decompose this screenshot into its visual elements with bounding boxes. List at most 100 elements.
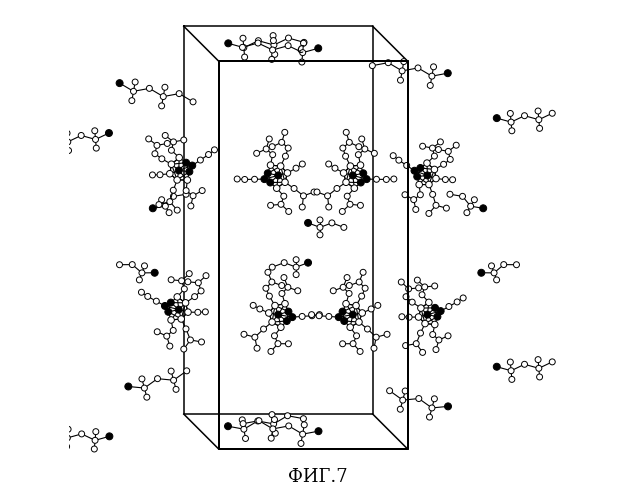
Circle shape bbox=[65, 426, 71, 432]
Circle shape bbox=[494, 114, 501, 121]
Circle shape bbox=[269, 264, 275, 270]
Circle shape bbox=[195, 310, 201, 316]
Circle shape bbox=[170, 139, 176, 145]
Circle shape bbox=[301, 40, 307, 46]
Circle shape bbox=[286, 423, 292, 429]
Circle shape bbox=[350, 340, 356, 346]
Circle shape bbox=[188, 203, 194, 209]
Circle shape bbox=[340, 170, 347, 176]
Circle shape bbox=[64, 444, 69, 450]
Circle shape bbox=[198, 339, 205, 345]
Circle shape bbox=[179, 278, 184, 284]
Circle shape bbox=[406, 286, 411, 292]
Circle shape bbox=[173, 386, 179, 392]
Circle shape bbox=[205, 152, 212, 158]
Circle shape bbox=[166, 210, 172, 216]
Circle shape bbox=[330, 288, 336, 294]
Circle shape bbox=[413, 340, 419, 346]
Circle shape bbox=[284, 412, 291, 418]
Circle shape bbox=[285, 42, 291, 48]
Circle shape bbox=[411, 167, 418, 174]
Circle shape bbox=[360, 270, 366, 276]
Circle shape bbox=[188, 337, 193, 343]
Circle shape bbox=[268, 202, 273, 208]
Circle shape bbox=[508, 110, 513, 116]
Circle shape bbox=[509, 128, 515, 134]
Circle shape bbox=[450, 176, 455, 182]
Circle shape bbox=[293, 272, 299, 278]
Circle shape bbox=[176, 167, 183, 174]
Circle shape bbox=[422, 284, 427, 290]
Circle shape bbox=[293, 165, 299, 171]
Circle shape bbox=[256, 38, 261, 44]
Circle shape bbox=[508, 368, 514, 374]
Circle shape bbox=[291, 186, 297, 192]
Circle shape bbox=[329, 220, 335, 226]
Circle shape bbox=[139, 290, 144, 295]
Circle shape bbox=[190, 192, 196, 198]
Circle shape bbox=[359, 310, 366, 316]
Circle shape bbox=[460, 295, 466, 301]
Circle shape bbox=[415, 277, 420, 283]
Circle shape bbox=[387, 388, 392, 394]
Circle shape bbox=[183, 326, 189, 332]
Circle shape bbox=[136, 277, 142, 283]
Circle shape bbox=[425, 181, 432, 188]
Circle shape bbox=[411, 196, 417, 202]
Circle shape bbox=[170, 194, 176, 200]
Circle shape bbox=[275, 340, 281, 346]
Circle shape bbox=[357, 348, 363, 354]
Circle shape bbox=[183, 188, 189, 194]
Circle shape bbox=[491, 270, 497, 276]
Circle shape bbox=[281, 274, 287, 280]
Circle shape bbox=[399, 314, 405, 320]
Circle shape bbox=[537, 126, 543, 132]
Circle shape bbox=[265, 170, 271, 177]
Circle shape bbox=[164, 333, 170, 339]
Circle shape bbox=[401, 58, 407, 64]
Circle shape bbox=[460, 194, 466, 200]
Circle shape bbox=[106, 130, 113, 136]
Circle shape bbox=[269, 56, 275, 62]
Circle shape bbox=[347, 202, 353, 207]
Circle shape bbox=[149, 172, 155, 178]
Circle shape bbox=[285, 145, 291, 151]
Circle shape bbox=[373, 334, 379, 340]
Circle shape bbox=[240, 44, 245, 51]
Circle shape bbox=[181, 137, 187, 143]
Circle shape bbox=[343, 179, 349, 186]
Circle shape bbox=[189, 162, 196, 169]
Circle shape bbox=[305, 220, 312, 226]
Circle shape bbox=[447, 192, 453, 197]
Circle shape bbox=[346, 290, 352, 296]
Circle shape bbox=[431, 166, 438, 172]
Circle shape bbox=[362, 286, 368, 291]
Circle shape bbox=[398, 77, 403, 83]
Circle shape bbox=[309, 313, 315, 318]
Circle shape bbox=[241, 426, 247, 432]
Circle shape bbox=[409, 299, 415, 305]
Circle shape bbox=[281, 260, 287, 266]
Circle shape bbox=[239, 417, 245, 423]
Circle shape bbox=[164, 140, 170, 146]
Circle shape bbox=[343, 153, 349, 159]
Circle shape bbox=[146, 86, 153, 91]
Circle shape bbox=[430, 332, 436, 338]
Circle shape bbox=[429, 73, 435, 79]
Circle shape bbox=[357, 162, 364, 168]
Circle shape bbox=[146, 136, 151, 142]
Circle shape bbox=[416, 396, 422, 402]
Circle shape bbox=[272, 52, 278, 58]
Circle shape bbox=[364, 326, 370, 332]
Circle shape bbox=[347, 324, 354, 330]
Circle shape bbox=[145, 294, 151, 300]
Circle shape bbox=[416, 285, 422, 291]
Circle shape bbox=[191, 294, 198, 300]
Circle shape bbox=[399, 68, 405, 74]
Circle shape bbox=[240, 36, 246, 41]
Circle shape bbox=[368, 306, 374, 312]
Circle shape bbox=[116, 262, 123, 268]
Circle shape bbox=[170, 187, 176, 193]
Circle shape bbox=[158, 197, 165, 202]
Circle shape bbox=[295, 288, 301, 294]
